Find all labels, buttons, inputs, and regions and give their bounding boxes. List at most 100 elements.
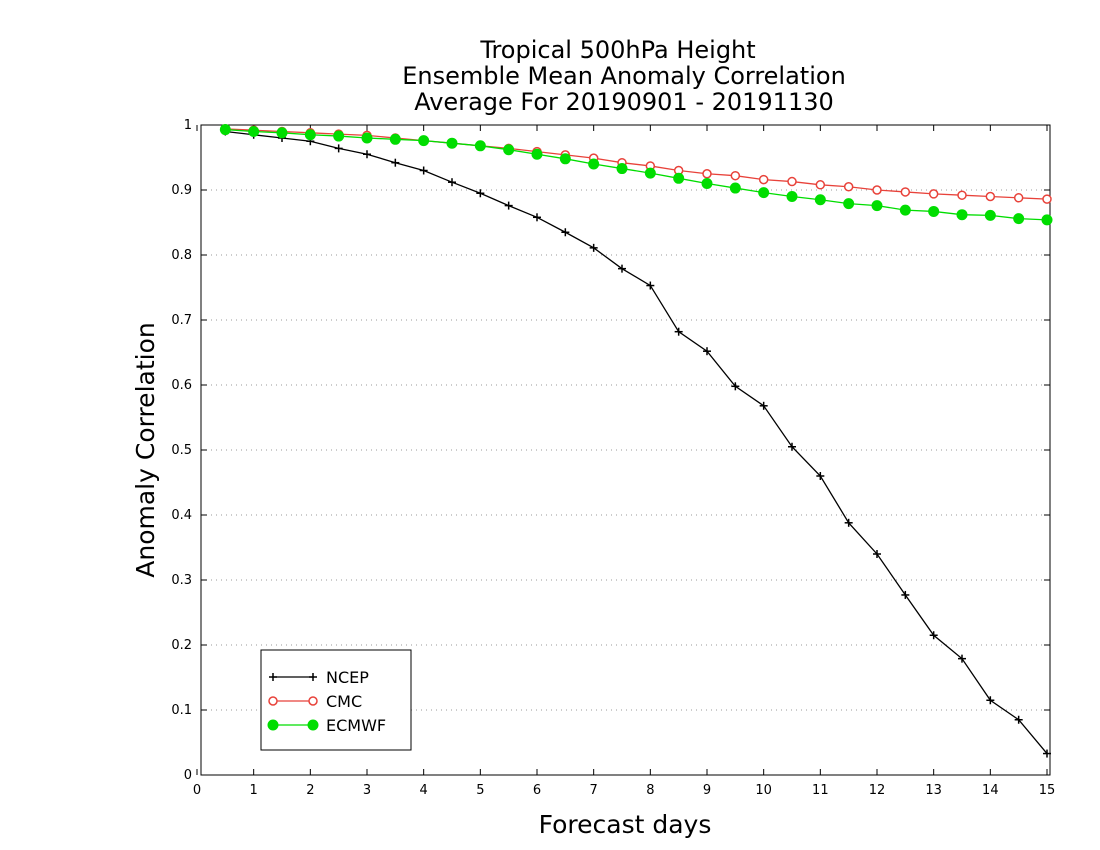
cmc-point bbox=[815, 180, 826, 190]
ecmwf-point bbox=[928, 205, 940, 217]
cmc-point bbox=[985, 191, 996, 202]
cmc-point bbox=[957, 190, 967, 200]
ecmwf-point bbox=[531, 148, 543, 160]
axis-ticks: 00.10.20.30.40.50.60.70.80.910 1 2 3 4 5 6 7 8 9 1… bbox=[171, 118, 1055, 798]
ecmwf-point bbox=[446, 137, 458, 149]
ecmwf-point bbox=[956, 209, 968, 221]
cmc-point bbox=[730, 170, 741, 181]
y-tick-label: 1 bbox=[184, 118, 192, 133]
y-tick-label: 0.2 bbox=[171, 638, 192, 653]
legend-label: ECMWF bbox=[326, 716, 386, 735]
legend-label: CMC bbox=[326, 692, 362, 711]
y-tick-label: 0.9 bbox=[171, 183, 192, 198]
ecmwf-point bbox=[758, 187, 770, 199]
ecmwf-point bbox=[559, 153, 571, 165]
x-tick-label: 12 bbox=[869, 783, 886, 798]
x-tick-label: 10 bbox=[755, 783, 772, 798]
cmc-point bbox=[928, 189, 939, 199]
ncep-point bbox=[816, 472, 825, 480]
cmc-point bbox=[843, 182, 854, 192]
ecmwf-point bbox=[1013, 213, 1025, 225]
ncep-point bbox=[788, 442, 796, 451]
ecmwf-point bbox=[503, 144, 515, 156]
ecmwf-point bbox=[248, 126, 260, 137]
legend-cmc-point bbox=[268, 696, 278, 706]
cmc-point bbox=[702, 169, 712, 179]
ncep-point bbox=[1043, 749, 1051, 758]
legend-item-cmc: CMC bbox=[268, 692, 362, 711]
y-axis-label: Anomaly Correlation bbox=[131, 322, 160, 577]
x-tick-label: 6 bbox=[533, 783, 541, 798]
ncep-point bbox=[674, 327, 683, 336]
ecmwf-point bbox=[786, 191, 798, 202]
ncep-point bbox=[759, 401, 768, 410]
ncep-point bbox=[448, 178, 456, 187]
ecmwf-point bbox=[899, 204, 911, 216]
x-tick-label: 15 bbox=[1039, 783, 1056, 798]
ecmwf-point bbox=[871, 200, 883, 212]
legend-item-ncep: NCEP bbox=[269, 668, 369, 687]
x-tick-label: 3 bbox=[363, 783, 371, 798]
x-tick-label: 13 bbox=[925, 783, 942, 798]
y-tick-label: 0.4 bbox=[171, 508, 192, 523]
cmc-point bbox=[1042, 194, 1052, 204]
legend-ecmwf-point bbox=[307, 719, 319, 731]
series-layer bbox=[219, 124, 1053, 758]
ecmwf-point bbox=[701, 178, 713, 189]
title-line-2: Ensemble Mean Anomaly Correlation bbox=[402, 62, 846, 90]
ncep-point bbox=[533, 213, 541, 222]
ncep-point bbox=[363, 150, 371, 159]
chart-title: Tropical 500hPa Height Ensemble Mean Ano… bbox=[402, 36, 846, 116]
y-tick-label: 0.3 bbox=[171, 573, 192, 588]
ecmwf-point bbox=[219, 124, 231, 136]
series-ncep bbox=[221, 127, 1051, 758]
y-tick-label: 0.5 bbox=[171, 443, 192, 458]
ecmwf-point bbox=[333, 130, 345, 142]
x-axis-label: Forecast days bbox=[539, 810, 712, 839]
x-tick-label: 9 bbox=[703, 783, 711, 798]
ncep-point bbox=[844, 518, 853, 527]
series-ecmwf-line bbox=[225, 128, 1048, 221]
ncep-point bbox=[703, 347, 711, 356]
ncep-point bbox=[419, 166, 428, 175]
legend-item-ecmwf: ECMWF bbox=[267, 716, 386, 735]
cmc-point bbox=[758, 174, 769, 185]
ncep-point bbox=[334, 144, 343, 153]
legend-ecmwf-point bbox=[267, 719, 279, 731]
x-tick-label: 5 bbox=[476, 783, 484, 798]
legend-ncep-point bbox=[309, 673, 317, 681]
legend-cmc-point bbox=[308, 696, 318, 706]
ecmwf-point bbox=[389, 133, 401, 145]
ncep-point bbox=[958, 654, 966, 663]
ecmwf-point bbox=[1041, 214, 1053, 226]
ncep-point bbox=[618, 264, 626, 273]
series-ncep-line bbox=[225, 130, 1048, 754]
legend: NCEP CMC ECMWF bbox=[260, 649, 412, 751]
y-tick-label: 0.1 bbox=[171, 703, 192, 718]
y-tick-label: 0.7 bbox=[171, 313, 192, 328]
ecmwf-point bbox=[474, 140, 486, 152]
series-ecmwf bbox=[219, 124, 1053, 226]
ecmwf-point bbox=[984, 209, 996, 221]
ncep-point bbox=[901, 590, 910, 599]
ecmwf-point bbox=[276, 127, 288, 139]
ncep-point bbox=[646, 281, 655, 290]
ncep-point bbox=[1014, 715, 1023, 724]
x-tick-label: 1 bbox=[250, 783, 258, 798]
ecmwf-point bbox=[616, 163, 628, 175]
ncep-point bbox=[589, 243, 598, 252]
ncep-point bbox=[391, 158, 400, 167]
ecmwf-point bbox=[418, 135, 430, 147]
cmc-point bbox=[900, 187, 911, 197]
ecmwf-point bbox=[361, 132, 373, 144]
legend-label: NCEP bbox=[326, 668, 369, 687]
title-line-3: Average For 20190901 - 20191130 bbox=[414, 88, 834, 116]
ecmwf-point bbox=[814, 194, 826, 206]
ncep-point bbox=[476, 189, 485, 198]
cmc-point bbox=[1013, 193, 1024, 203]
legend-ncep-point bbox=[269, 673, 277, 681]
x-tick-label: 8 bbox=[646, 783, 654, 798]
ncep-point bbox=[561, 228, 570, 237]
ecmwf-point bbox=[843, 198, 855, 210]
